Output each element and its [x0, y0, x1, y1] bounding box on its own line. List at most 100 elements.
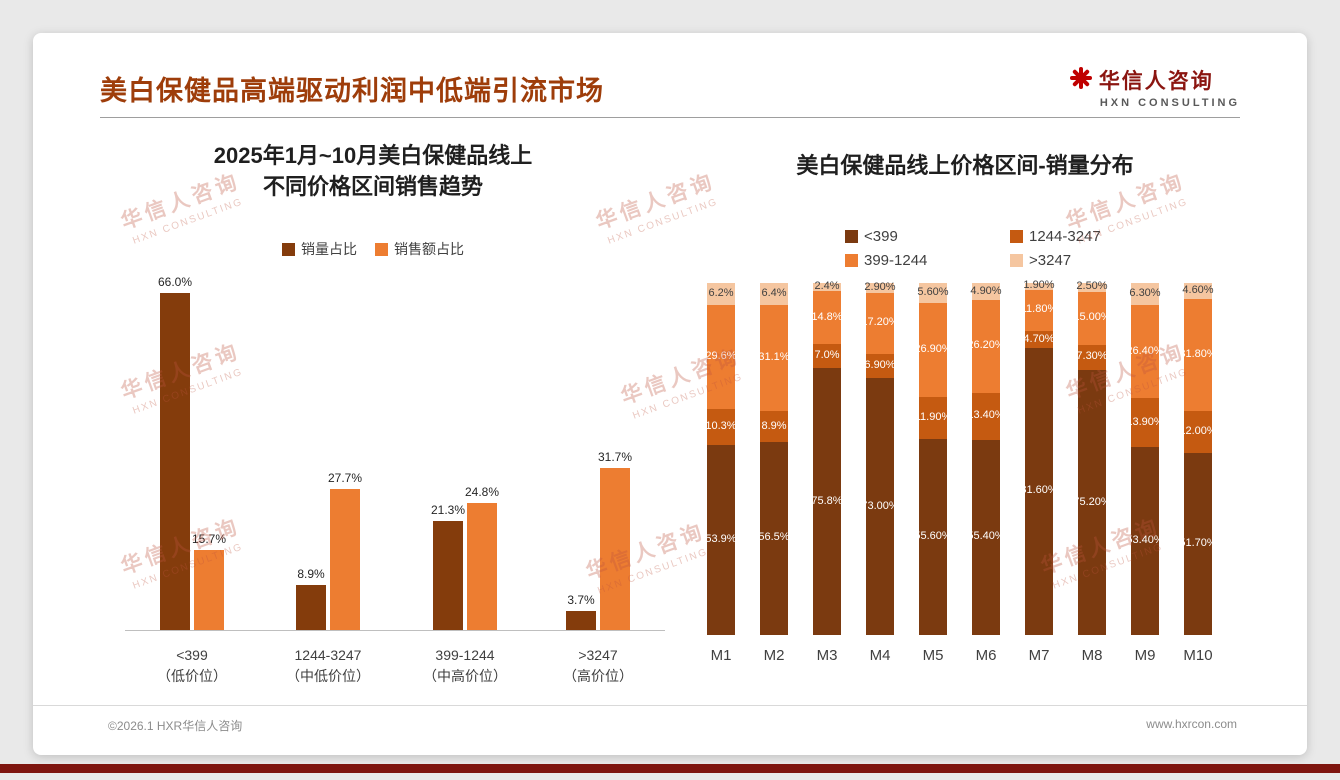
- segment-value-label: 6.4%: [761, 286, 787, 299]
- legend-item: 销售额占比: [375, 239, 464, 259]
- segment-1244-3247: [760, 411, 788, 442]
- segment-value-label: 26.40%: [1126, 344, 1164, 357]
- segment->3247: [1078, 283, 1106, 292]
- bar-value-label: 31.7%: [597, 450, 633, 464]
- segment-value-label: 53.40%: [1126, 534, 1164, 547]
- segment->3247: [707, 283, 735, 305]
- page-title: 美白保健品高端驱动利润中低端引流市场: [100, 76, 604, 106]
- bar-销量占比: [566, 611, 596, 630]
- segment-value-label: 6.90%: [864, 358, 896, 371]
- footer-divider: [33, 705, 1307, 706]
- segment-value-label: 7.0%: [814, 348, 840, 361]
- segment-1244-3247: [919, 397, 947, 440]
- bar-value-label: 21.3%: [430, 503, 466, 517]
- segment-value-label: 31.80%: [1179, 348, 1217, 361]
- segment-<399: [1078, 370, 1106, 635]
- bar-销售额占比: [600, 468, 630, 630]
- segment-value-label: 10.3%: [705, 420, 737, 433]
- bar-销售额占比: [467, 503, 497, 630]
- segment-value-label: 4.60%: [1182, 284, 1214, 297]
- segment-value-label: 13.40%: [967, 409, 1005, 422]
- x-axis-label-line2: （高价位）: [563, 668, 633, 684]
- segment-1244-3247: [1078, 344, 1106, 371]
- segment-value-label: 11.90%: [914, 411, 952, 424]
- legend-item: >3247: [1010, 252, 1175, 269]
- segment->3247: [760, 283, 788, 305]
- x-axis-label-line1: 1244-3247: [294, 647, 362, 663]
- segment-399-1244: [1078, 291, 1106, 345]
- segment-<399: [813, 368, 841, 635]
- segment-value-label: 26.90%: [914, 343, 952, 356]
- bar-销量占比: [296, 585, 326, 630]
- legend-swatch: [845, 254, 858, 267]
- segment-1244-3247: [1131, 398, 1159, 448]
- segment-value-label: 17.20%: [861, 316, 899, 329]
- left-chart-title-line1: 2025年1月~10月美白保健品线上: [213, 143, 533, 168]
- segment-1244-3247: [707, 409, 735, 446]
- x-axis-label: M2: [763, 647, 785, 664]
- segment->3247: [813, 283, 841, 292]
- left-chart-legend: 销量占比 销售额占比: [113, 239, 633, 259]
- legend-swatch: [1010, 230, 1023, 243]
- legend-item: 销量占比: [282, 239, 357, 259]
- slide-card: 美白保健品高端驱动利润中低端引流市场 华信人咨询 HXN CONSULTING …: [33, 33, 1307, 755]
- segment-1244-3247: [866, 353, 894, 379]
- bar-value-label: 15.7%: [191, 532, 227, 546]
- segment-1244-3247: [1025, 331, 1053, 348]
- legend-swatch: [282, 242, 295, 256]
- x-axis-label-line2: （低价位）: [157, 668, 227, 684]
- segment-399-1244: [1025, 289, 1053, 332]
- legend-swatch: [845, 230, 858, 243]
- bar-value-label: 3.7%: [567, 593, 595, 607]
- segment-value-label: 51.70%: [1179, 537, 1217, 550]
- segment-value-label: 4.70%: [1023, 332, 1055, 345]
- bar-value-label: 24.8%: [464, 485, 500, 499]
- legend-label: <399: [864, 228, 898, 245]
- bar-value-label: 8.9%: [297, 567, 325, 581]
- logo-row: 华信人咨询: [1069, 65, 1240, 95]
- footer-copyright: ©2026.1 HXR华信人咨询: [108, 719, 243, 733]
- segment-value-label: 15.00%: [1073, 311, 1111, 324]
- bar-销售额占比: [194, 550, 224, 630]
- x-axis-label: M4: [869, 647, 891, 664]
- legend-label: 399-1244: [864, 252, 928, 269]
- segment-399-1244: [919, 302, 947, 398]
- footer-website: www.hxrcon.com: [1146, 717, 1237, 731]
- grouped-bar-plot: 66.0% 15.7% 8.9% 27.7% 21.3% 24.8% 3.7% 31.7%: [125, 275, 665, 631]
- legend-item: 1244-3247: [1010, 228, 1175, 245]
- legend-label: 销量占比: [301, 241, 357, 257]
- segment-399-1244: [866, 293, 894, 354]
- segment-value-label: 55.60%: [914, 530, 952, 543]
- segment-value-label: 4.90%: [970, 284, 1002, 297]
- segment-<399: [1025, 347, 1053, 635]
- segment-399-1244: [1184, 299, 1212, 411]
- bar-销售额占比: [330, 489, 360, 630]
- right-chart-legend: <399 1244-3247 399-1244 >3247: [845, 228, 1175, 269]
- segment-value-label: 13.90%: [1126, 415, 1164, 428]
- segment-399-1244: [972, 300, 1000, 393]
- segment-<399: [707, 445, 735, 635]
- stacked-bar-plot: 53.9% 10.3% 29.6% 6.2% 56.5% 8.9% 31.1% 6.4% 75.…: [700, 279, 1230, 635]
- x-axis-label: M3: [816, 647, 838, 664]
- segment-value-label: 2.50%: [1076, 280, 1108, 293]
- segment-399-1244: [1131, 305, 1159, 399]
- segment-value-label: 14.8%: [811, 310, 843, 323]
- left-chart-title-line2: 不同价格区间销售趋势: [262, 173, 483, 199]
- segment-<399: [1184, 453, 1212, 635]
- x-axis-label: M9: [1134, 647, 1156, 664]
- segment-1244-3247: [813, 343, 841, 369]
- right-chart-title: 美白保健品线上价格区间-销量分布: [796, 153, 1134, 178]
- x-axis-label-line2: （中高价位）: [423, 668, 507, 684]
- bar-销量占比: [433, 521, 463, 630]
- segment->3247: [1184, 283, 1212, 300]
- right-x-axis: M1 M2 M3 M4 M5 M6 M7 M8 M9 M10: [700, 645, 1230, 671]
- segment-<399: [866, 378, 894, 635]
- left-x-axis: <399 （低价位） 1244-3247 （中低价位） 399-1244 （中高价位） >3…: [125, 637, 665, 689]
- segment-1244-3247: [972, 392, 1000, 440]
- x-axis-label-line1: <399: [176, 647, 208, 663]
- segment-<399: [972, 439, 1000, 635]
- legend-item: 399-1244: [845, 252, 1010, 269]
- segment-value-label: 1.90%: [1023, 279, 1055, 292]
- segment->3247: [866, 283, 894, 294]
- x-axis-label: M1: [710, 647, 732, 664]
